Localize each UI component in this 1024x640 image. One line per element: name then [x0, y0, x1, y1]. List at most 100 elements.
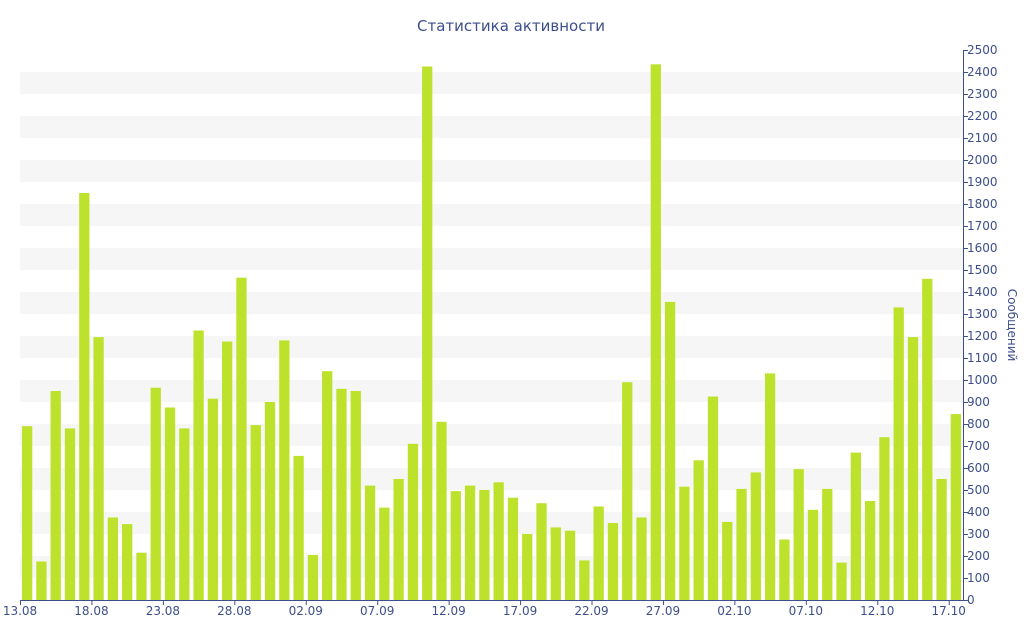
grid-band	[20, 72, 963, 94]
y-tick-label: 2500	[967, 43, 998, 57]
bar	[436, 421, 447, 600]
y-axis-title: Сообщений	[1005, 289, 1019, 362]
bar	[707, 396, 719, 600]
grid-band	[20, 248, 963, 270]
bar	[150, 387, 161, 600]
y-tick-label: 200	[967, 549, 990, 563]
bar	[750, 472, 761, 600]
bar	[450, 491, 461, 600]
grid-band	[20, 512, 963, 534]
bar	[236, 277, 247, 600]
bar	[793, 469, 804, 600]
y-tick-label: 1600	[967, 241, 998, 255]
bar	[922, 278, 933, 600]
y-tick-label: 2400	[967, 65, 998, 79]
bar	[136, 552, 147, 600]
bar	[893, 307, 904, 600]
bar	[607, 523, 619, 600]
bar	[779, 539, 790, 600]
y-tick-label: 2100	[967, 131, 998, 145]
bar	[93, 337, 104, 600]
bar	[764, 373, 776, 600]
y-tick-label: 900	[967, 395, 990, 409]
bar	[193, 330, 204, 600]
bar	[736, 488, 747, 600]
bar	[79, 193, 90, 600]
grid-band	[20, 468, 963, 490]
x-tick-label: 17.10	[932, 604, 966, 618]
bar	[464, 485, 476, 600]
bar	[164, 407, 176, 600]
x-tick-label: 07.09	[360, 604, 394, 618]
grid-band	[20, 424, 963, 446]
bar	[593, 506, 604, 600]
y-tick-label: 2000	[967, 153, 998, 167]
grid-band	[20, 204, 963, 226]
y-tick-label: 100	[967, 571, 990, 585]
y-tick-label: 1200	[967, 329, 998, 343]
bar	[936, 479, 947, 600]
y-tick-label: 1700	[967, 219, 998, 233]
grid-band	[20, 556, 963, 578]
bar	[379, 507, 390, 600]
bar	[693, 460, 704, 600]
grid-band	[20, 292, 963, 314]
bar	[822, 488, 833, 600]
x-tick-label: 18.08	[74, 604, 108, 618]
y-tick-label: 700	[967, 439, 990, 453]
x-tick-label: 07.10	[789, 604, 823, 618]
bar	[250, 425, 261, 600]
bar	[64, 428, 76, 600]
bar	[536, 503, 547, 600]
bar	[407, 443, 419, 600]
bar	[679, 486, 690, 600]
y-tick-label: 1800	[967, 197, 998, 211]
y-tick-label: 1000	[967, 373, 998, 387]
y-tick-label: 600	[967, 461, 990, 475]
bar	[907, 337, 919, 600]
bar	[636, 517, 647, 600]
bar	[322, 371, 333, 600]
bar	[664, 301, 676, 600]
x-tick-label: 12.09	[431, 604, 465, 618]
y-tick-label: 1900	[967, 175, 998, 189]
bar	[950, 414, 961, 600]
y-tick-label: 2300	[967, 87, 998, 101]
grid-band	[20, 160, 963, 182]
bar	[422, 66, 433, 600]
bar	[622, 382, 633, 600]
bar	[493, 482, 504, 600]
y-tick-label: 1300	[967, 307, 998, 321]
y-axis: 0 100 200 300 400 500 600 700 800 900 1000 1100 1200…	[963, 43, 998, 607]
bar	[479, 490, 490, 600]
x-tick-label: 12.10	[860, 604, 894, 618]
grid-band	[20, 116, 963, 138]
x-tick-label: 13.08	[3, 604, 37, 618]
y-tick-label: 1500	[967, 263, 998, 277]
y-tick-label: 500	[967, 483, 990, 497]
bar	[550, 527, 561, 600]
bar	[579, 560, 590, 600]
grid-bands	[20, 72, 963, 578]
bar	[879, 437, 890, 600]
y-tick-label: 1400	[967, 285, 998, 299]
y-tick-label: 800	[967, 417, 990, 431]
bar	[207, 398, 219, 600]
x-tick-label: 23.08	[146, 604, 180, 618]
bar	[807, 509, 819, 600]
y-tick-label: 300	[967, 527, 990, 541]
bar	[722, 521, 733, 600]
bar-series	[22, 64, 961, 601]
x-tick-label: 17.09	[503, 604, 537, 618]
y-tick-label: 400	[967, 505, 990, 519]
bar	[864, 501, 876, 600]
x-tick-label: 02.10	[717, 604, 751, 618]
bar	[650, 64, 661, 601]
bar	[364, 485, 376, 600]
bar	[264, 402, 276, 600]
x-axis: 13.08 18.08 23.08 28.08 02.09 07.09 12.09 17.09…	[3, 600, 966, 618]
bar	[307, 554, 319, 600]
chart-title: Статистика активности	[417, 17, 605, 35]
x-tick-label: 27.09	[646, 604, 680, 618]
